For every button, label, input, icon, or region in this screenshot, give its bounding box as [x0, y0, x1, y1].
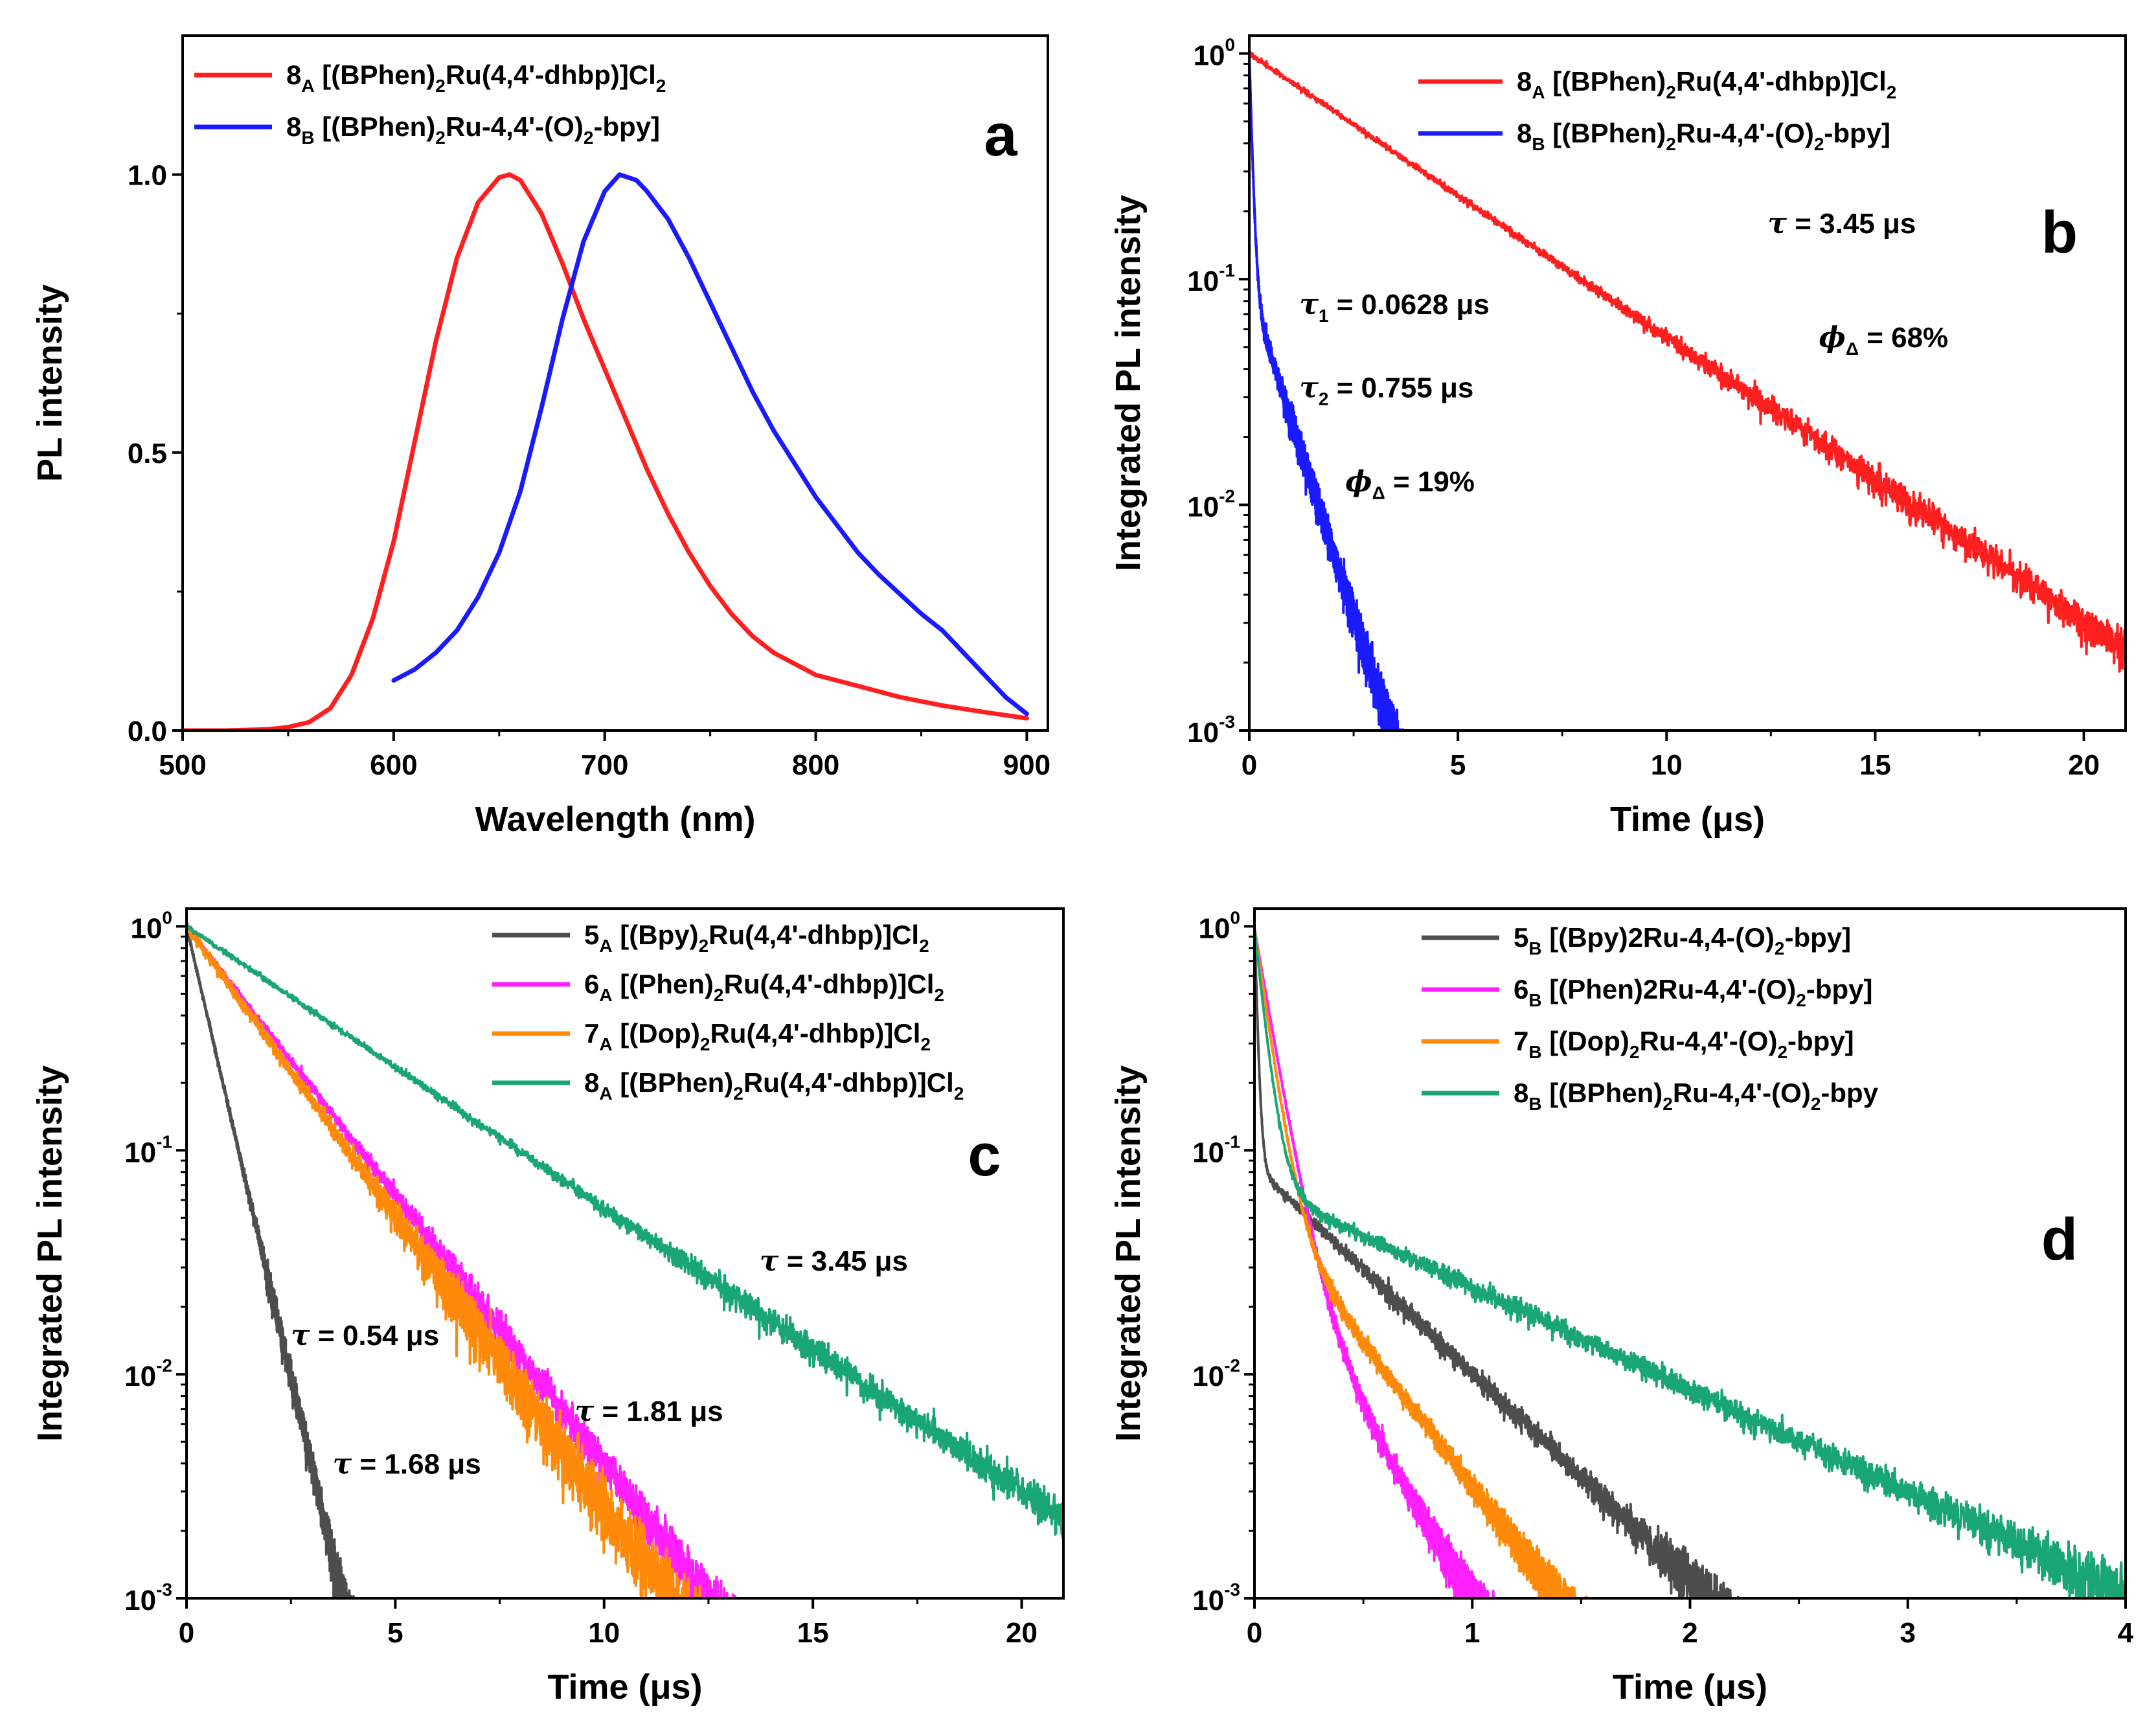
series-line-d-6B: [1254, 925, 1496, 1598]
series-line-c-7A: [187, 924, 701, 1598]
y-axis-label-c: Integrated PL intensity: [30, 1065, 69, 1442]
x-tick-label-c: 5: [387, 1617, 403, 1649]
x-axis-label-c: Time (μs): [547, 1668, 702, 1706]
legend-label-7B: 7B [(Dop)2Ru-4,4'-(O)2-bpy]: [1514, 1026, 1854, 1062]
x-tick-label-b: 10: [1651, 749, 1683, 781]
axes-frame-a: [181, 34, 1049, 732]
legend-d: 5B [(Bpy)2Ru-4,4-(O)2-bpy] 6B [(Phen)2Ru-…: [1422, 922, 1879, 1114]
legend-label-8A: 8A [(BPhen)2Ru(4,4'-dhbp)]Cl2: [1517, 66, 1896, 102]
x-tick-label-d: 2: [1682, 1617, 1697, 1649]
x-tick-label-a: 800: [792, 749, 839, 781]
y-tick-label-c: 10-1: [124, 1131, 172, 1168]
series-line-b-8A: [1249, 51, 2126, 731]
legend-a: 8A [(BPhen)2Ru(4,4'-dhbp)]Cl2 8B [(BPhen)…: [194, 60, 666, 148]
y-tick-label-d: 10-1: [1192, 1131, 1240, 1168]
y-tick-label-b: 100: [1193, 35, 1235, 72]
panel-letter-b: b: [2041, 199, 2078, 266]
x-tick-label-a: 500: [159, 749, 206, 781]
x-tick-label-d: 1: [1464, 1617, 1480, 1649]
x-tick-label-c: 0: [179, 1617, 194, 1649]
y-tick-label-a: 0.5: [128, 438, 167, 470]
x-axis-label-b: Time (μs): [1610, 800, 1765, 839]
plot-area-c: [187, 922, 1063, 1598]
annotation-c-1: τ = 0.54 μs: [291, 1319, 439, 1352]
legend-label-8A: 8A [(BPhen)2Ru(4,4'-dhbp)]Cl2: [286, 60, 666, 96]
legend-label-6B: 6B [(Phen)2Ru-4,4'-(O)2-bpy]: [1514, 974, 1872, 1010]
series-line-a-8A: [183, 172, 1029, 731]
annotation-b-0: τ = 3.45 μs: [1767, 207, 1916, 240]
annotation-b-2: τ1 = 0.0628 μs: [1299, 288, 1490, 326]
x-tick-label-d: 4: [2118, 1617, 2134, 1649]
panel-d: 0 1 2 3 4 100 10-1 10-2 10-3 Time (μs) Integrated …: [1109, 907, 2134, 1706]
axes-frame-d: [1253, 907, 2127, 1600]
y-tick-label-c: 10-3: [124, 1580, 172, 1616]
x-axis-label-a: Wavelength (nm): [475, 800, 755, 839]
legend-label-7A: 7A [(Dop)2Ru(4,4'-dhbp)]Cl2: [584, 1018, 931, 1054]
panel-c: 0 5 10 15 20 100 10-1 10-2 10-3 Time (μs) Integrat…: [30, 907, 1065, 1706]
x-tick-label-d: 3: [1900, 1617, 1916, 1649]
y-axis-label-b: Integrated PL intensity: [1109, 195, 1148, 571]
y-tick-label-d: 10-3: [1192, 1580, 1240, 1616]
series-line-c-6A: [187, 922, 737, 1598]
legend-label-6A: 6A [(Phen)2Ru(4,4'-dhbp)]Cl2: [584, 969, 944, 1005]
panel-a: 500 600 700 800 900 0.0 0.5 1.0 Wavelength (nm) P…: [30, 34, 1050, 839]
legend-label-8B: 8B [(BPhen)2Ru-4,4'-(O)2-bpy: [1514, 1078, 1879, 1114]
series-line-d-7B: [1254, 925, 1588, 1598]
legend-label-8B: 8B [(BPhen)2Ru-4,4'-(O)2-bpy]: [1517, 118, 1890, 154]
panel-letter-c: c: [968, 1122, 1001, 1188]
plot-area-b: [1249, 51, 2126, 731]
y-tick-label-b: 10-1: [1187, 260, 1235, 297]
series-line-a-8B: [391, 172, 1029, 716]
x-tick-label-c: 20: [1006, 1617, 1038, 1649]
x-tick-label-b: 15: [1859, 749, 1891, 781]
axes-frame-c: [185, 907, 1065, 1600]
x-tick-label-c: 10: [588, 1617, 620, 1649]
x-tick-label-a: 700: [581, 749, 628, 781]
annotation-b-3: τ2 = 0.755 μs: [1299, 371, 1473, 409]
x-tick-label-b: 0: [1242, 749, 1257, 781]
y-axis-label-a: PL intensity: [30, 284, 69, 482]
legend-label-8B: 8B [(BPhen)2Ru-4,4'-(O)2-bpy]: [286, 111, 660, 148]
x-tick-label-c: 15: [797, 1617, 829, 1649]
annotation-c-2: τ = 1.81 μs: [575, 1395, 723, 1428]
legend-label-5B: 5B [(Bpy)2Ru-4,4-(O)2-bpy]: [1514, 922, 1851, 958]
annotation-b-1: ϕΔ = 68%: [1819, 321, 1948, 359]
y-tick-label-d: 10-2: [1192, 1355, 1240, 1392]
annotation-c-3: τ = 1.68 μs: [333, 1448, 481, 1481]
y-tick-label-a: 0.0: [128, 716, 167, 747]
annotation-c-0: τ = 3.45 μs: [760, 1245, 908, 1278]
x-axis-label-d: Time (μs): [1613, 1668, 1767, 1706]
x-tick-label-b: 20: [2068, 749, 2100, 781]
x-tick-label-a: 600: [370, 749, 417, 781]
plot-area-a: [183, 172, 1029, 731]
series-line-c-8A: [187, 924, 1063, 1598]
y-tick-label-c: 10-2: [124, 1355, 172, 1392]
series-line-c-5A: [187, 924, 355, 1598]
series-line-d-8B: [1254, 925, 2126, 1598]
legend-label-8A: 8A [(BPhen)2Ru(4,4'-dhbp)]Cl2: [584, 1067, 964, 1104]
panel-b: 0 5 10 15 20 100 10-1 10-2 10-3 Time (μs) Integrat…: [1109, 34, 2127, 839]
x-tick-label-d: 0: [1247, 1617, 1262, 1649]
y-tick-label-d: 100: [1198, 907, 1240, 944]
panel-letter-d: d: [2041, 1206, 2078, 1273]
axes-frame-b: [1248, 34, 2127, 732]
legend-label-5A: 5A [(Bpy)2Ru(4,4'-dhbp)]Cl2: [584, 920, 929, 956]
legend-b: 8A [(BPhen)2Ru(4,4'-dhbp)]Cl2 8B [(BPhen)…: [1418, 66, 1896, 154]
series-line-d-5B: [1254, 925, 1740, 1598]
annotation-b-4: ϕΔ = 19%: [1345, 465, 1475, 503]
y-tick-label-c: 100: [130, 907, 172, 944]
y-tick-label-b: 10-3: [1187, 712, 1235, 749]
x-tick-label-a: 900: [1003, 749, 1050, 781]
legend-c: 5A [(Bpy)2Ru(4,4'-dhbp)]Cl2 6A [(Phen)2Ru…: [492, 920, 964, 1104]
y-tick-label-b: 10-2: [1187, 486, 1235, 523]
y-tick-label-a: 1.0: [128, 160, 167, 192]
y-axis-label-d: Integrated PL intensity: [1109, 1065, 1148, 1442]
series-line-b-8B: [1249, 51, 1404, 731]
panel-letter-a: a: [984, 102, 1017, 168]
plot-area-d: [1254, 925, 2126, 1598]
x-tick-label-b: 5: [1450, 749, 1466, 781]
